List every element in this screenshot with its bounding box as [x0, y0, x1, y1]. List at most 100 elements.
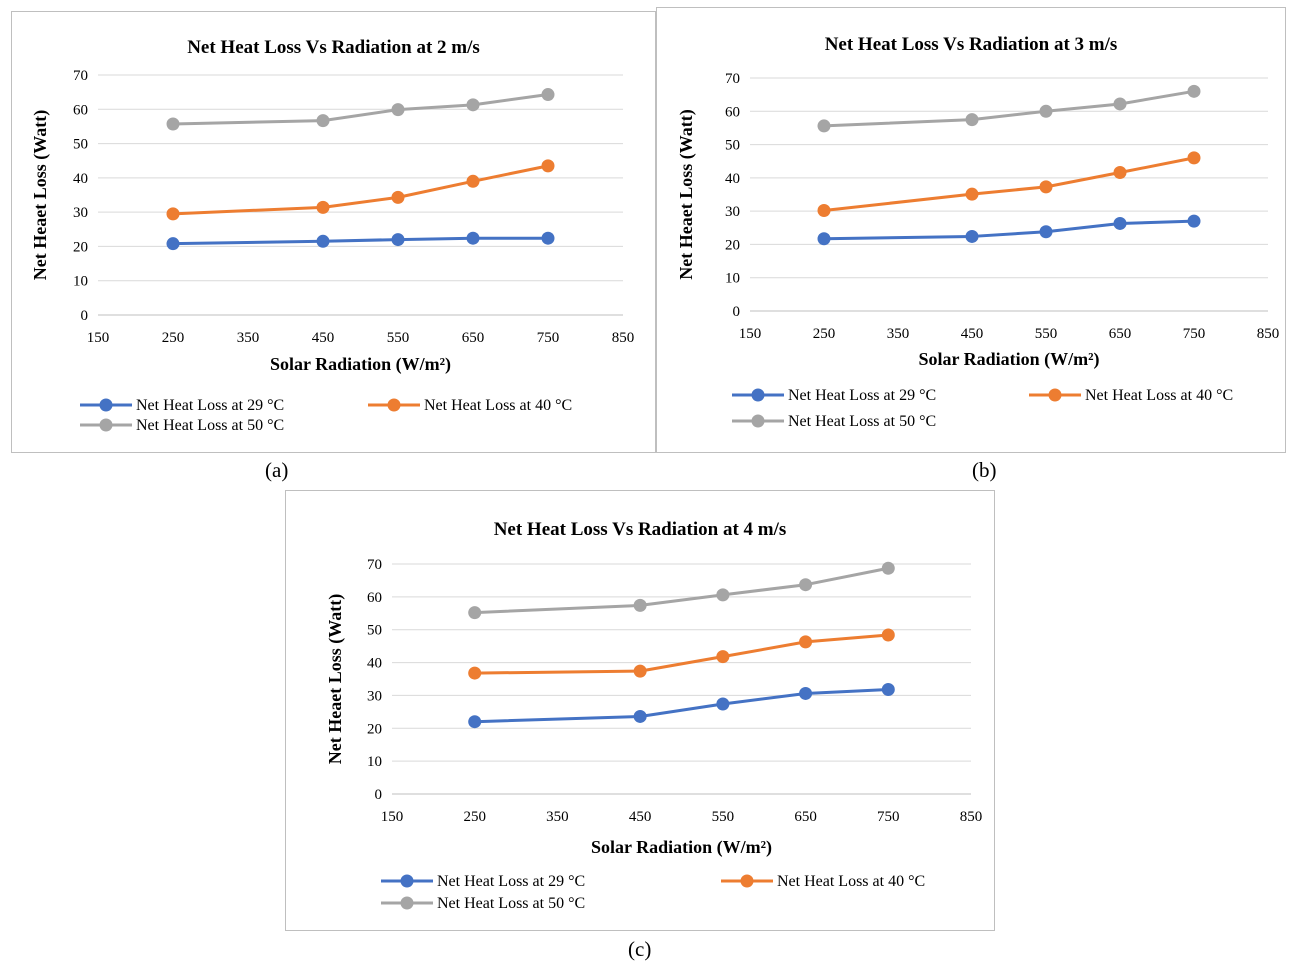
data-point	[1187, 151, 1201, 165]
legend-label: Net Heat Loss at 29 °C	[788, 387, 936, 404]
data-point	[391, 233, 405, 247]
subfigure-label-a: (a)	[265, 458, 289, 482]
data-point	[716, 588, 730, 602]
series-line-2	[823, 89, 1195, 128]
data-point	[817, 232, 831, 246]
y-tick-label: 10	[725, 271, 740, 287]
x-tick-label: 150	[381, 809, 404, 825]
legend-entry-1: Net Heat Loss at 40 °C	[1029, 387, 1233, 404]
data-point	[391, 190, 405, 204]
y-tick-label: 0	[81, 308, 89, 324]
x-tick-label: 450	[629, 809, 652, 825]
series-line-1	[823, 156, 1195, 212]
x-tick-label: 550	[712, 809, 735, 825]
x-tick-label: 150	[739, 326, 762, 342]
y-tick-label: 20	[367, 721, 382, 737]
legend-label: Net Heat Loss at 50 °C	[136, 417, 284, 434]
series-line-2	[474, 566, 889, 615]
y-tick-label: 70	[367, 557, 382, 573]
legend-marker	[387, 398, 401, 412]
legend-entry-0: Net Heat Loss at 29 °C	[80, 397, 284, 414]
series-line-1	[172, 164, 549, 216]
data-point	[1187, 84, 1201, 98]
data-point	[881, 628, 895, 642]
data-point	[468, 606, 482, 620]
x-tick-label: 850	[960, 809, 983, 825]
data-point	[466, 174, 480, 188]
legend-label: Net Heat Loss at 40 °C	[777, 873, 925, 890]
x-tick-label: 250	[162, 330, 185, 346]
chart-title: Net Heat Loss Vs Radiation at 2 m/s	[187, 37, 480, 58]
y-tick-label: 0	[375, 787, 383, 803]
data-point	[881, 561, 895, 575]
y-axis-title: Net Heaet Loss (Watt)	[676, 109, 697, 279]
y-tick-label: 40	[73, 171, 88, 187]
x-tick-label: 850	[612, 330, 635, 346]
chart-c-svg: Net Heat Loss Vs Radiation at 4 m/s 0 10 20…	[325, 519, 983, 912]
x-axis-title: Solar Radiation (W/m²)	[270, 354, 451, 375]
legend-label: Net Heat Loss at 40 °C	[1085, 387, 1233, 404]
chart-panel-b: Net Heat Loss Vs Radiation at 3 m/s 0 10 20…	[656, 7, 1286, 453]
x-tick-label: 450	[312, 330, 335, 346]
subfigure-label-c: (c)	[628, 937, 652, 961]
data-point	[466, 98, 480, 112]
y-tick-label: 50	[725, 138, 740, 154]
data-point	[468, 715, 482, 729]
data-point	[316, 114, 330, 128]
x-tick-label: 150	[87, 330, 110, 346]
data-point	[633, 598, 647, 612]
y-tick-label: 30	[367, 688, 382, 704]
x-tick-label: 350	[237, 330, 260, 346]
y-tick-label: 60	[73, 102, 88, 118]
legend-label: Net Heat Loss at 50 °C	[788, 413, 936, 430]
x-tick-label: 750	[877, 809, 900, 825]
data-point	[316, 200, 330, 214]
y-tick-label: 30	[73, 205, 88, 221]
legend-entry-1: Net Heat Loss at 40 °C	[721, 873, 925, 890]
data-point	[391, 103, 405, 117]
x-tick-label: 850	[1257, 326, 1280, 342]
legend-marker	[751, 388, 765, 402]
data-point	[1113, 97, 1127, 111]
data-point	[166, 117, 180, 131]
x-tick-label: 550	[1035, 326, 1058, 342]
data-point	[541, 231, 555, 245]
y-tick-label: 10	[73, 274, 88, 290]
legend-entry-2: Net Heat Loss at 50 °C	[80, 417, 284, 434]
chart-title: Net Heat Loss Vs Radiation at 4 m/s	[494, 519, 787, 540]
legend-label: Net Heat Loss at 29 °C	[136, 397, 284, 414]
legend-marker	[400, 874, 414, 888]
chart-title: Net Heat Loss Vs Radiation at 3 m/s	[825, 34, 1118, 55]
legend-marker	[1048, 388, 1062, 402]
data-point	[817, 203, 831, 217]
legend-marker	[751, 414, 765, 428]
data-point	[799, 578, 813, 592]
legend-label: Net Heat Loss at 29 °C	[437, 873, 585, 890]
data-point	[716, 650, 730, 664]
data-point	[1113, 216, 1127, 230]
y-tick-label: 20	[725, 237, 740, 253]
x-tick-label: 650	[1109, 326, 1132, 342]
y-tick-label: 10	[367, 754, 382, 770]
data-point	[541, 159, 555, 173]
series-line-1	[474, 633, 889, 675]
data-point	[633, 664, 647, 678]
y-tick-label: 60	[725, 104, 740, 120]
data-point	[466, 231, 480, 245]
y-tick-label: 50	[73, 137, 88, 153]
legend-entry-2: Net Heat Loss at 50 °C	[381, 895, 585, 912]
subfigure-label-b: (b)	[972, 458, 997, 482]
data-point	[965, 229, 979, 243]
y-tick-label: 70	[725, 71, 740, 87]
x-tick-label: 250	[463, 809, 486, 825]
series-line-0	[474, 688, 889, 724]
series-line-0	[172, 236, 548, 246]
y-tick-label: 40	[725, 171, 740, 187]
y-tick-label: 50	[367, 623, 382, 639]
chart-a-svg: Net Heat Loss Vs Radiation at 2 m/s 0 10 20…	[30, 37, 635, 434]
data-point	[716, 697, 730, 711]
data-point	[1039, 104, 1053, 118]
data-point	[541, 88, 555, 102]
chart-panel-c: Net Heat Loss Vs Radiation at 4 m/s 0 10 20…	[285, 490, 995, 931]
legend-entry-0: Net Heat Loss at 29 °C	[732, 387, 936, 404]
